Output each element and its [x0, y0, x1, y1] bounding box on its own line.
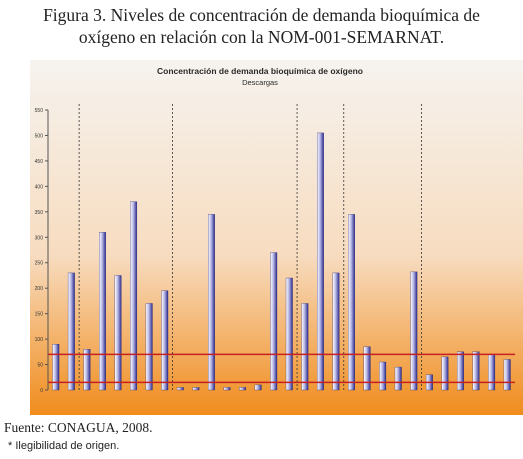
y-tick-label: 400: [35, 184, 44, 190]
figure-title-line-1: Figura 3. Niveles de concentración de de…: [43, 5, 480, 25]
bar: [99, 232, 106, 391]
bar: [145, 303, 153, 391]
chart-title: Concentración de demanda bioquímica de o…: [157, 66, 363, 76]
footnote: * Ilegibilidad de origen.: [8, 440, 120, 452]
y-ticks: 0 50 100 150 200 250 300 350 400 450 500 550: [35, 108, 48, 394]
y-tick-label: 300: [35, 235, 44, 241]
y-tick-label: 0: [40, 388, 43, 394]
bar: [192, 387, 200, 391]
y-tick-label: 550: [35, 108, 44, 114]
y-tick-label: 50: [37, 363, 43, 369]
figure-title: Figura 3. Niveles de concentración de de…: [0, 4, 523, 48]
y-tick-label: 450: [35, 159, 44, 165]
chart: Concentración de demanda bioquímica de o…: [30, 60, 523, 415]
y-tick-label: 100: [35, 337, 44, 343]
limit-lines: [48, 353, 515, 384]
bar: [410, 271, 418, 391]
bar: [270, 252, 278, 391]
bar: [316, 132, 324, 391]
figure-title-line-2: oxígeno en relación con la NOM-001-SEMAR…: [78, 27, 445, 47]
y-tick-label: 500: [35, 133, 44, 139]
bar: [503, 359, 511, 391]
bar: [332, 272, 340, 391]
y-tick-label: 250: [35, 261, 44, 267]
y-tick-label: 350: [35, 210, 44, 216]
bar: [67, 272, 75, 391]
bar: [161, 290, 169, 391]
bar: [223, 387, 231, 391]
bar: [379, 361, 387, 391]
y-tick-label: 150: [35, 312, 44, 318]
chart-subtitle: Descargas: [242, 78, 278, 87]
source-caption: Fuente: CONAGUA, 2008.: [4, 420, 153, 435]
y-tick-label: 200: [35, 286, 44, 292]
bar: [254, 384, 262, 391]
bar: [208, 214, 215, 391]
bar: [285, 277, 293, 391]
bar: [52, 344, 60, 391]
bar: [176, 387, 184, 391]
bar: [130, 201, 138, 391]
bar: [114, 275, 122, 391]
bar: [394, 366, 402, 391]
bar: [363, 346, 371, 391]
bar: [472, 351, 480, 391]
bar: [83, 349, 91, 391]
bar: [457, 351, 464, 391]
bar: [441, 356, 449, 391]
bar: [488, 354, 496, 391]
bar: [301, 303, 309, 391]
bar: [348, 214, 355, 391]
chart-svg: Concentración de demanda bioquímica de o…: [30, 60, 523, 415]
bar: [239, 387, 247, 391]
